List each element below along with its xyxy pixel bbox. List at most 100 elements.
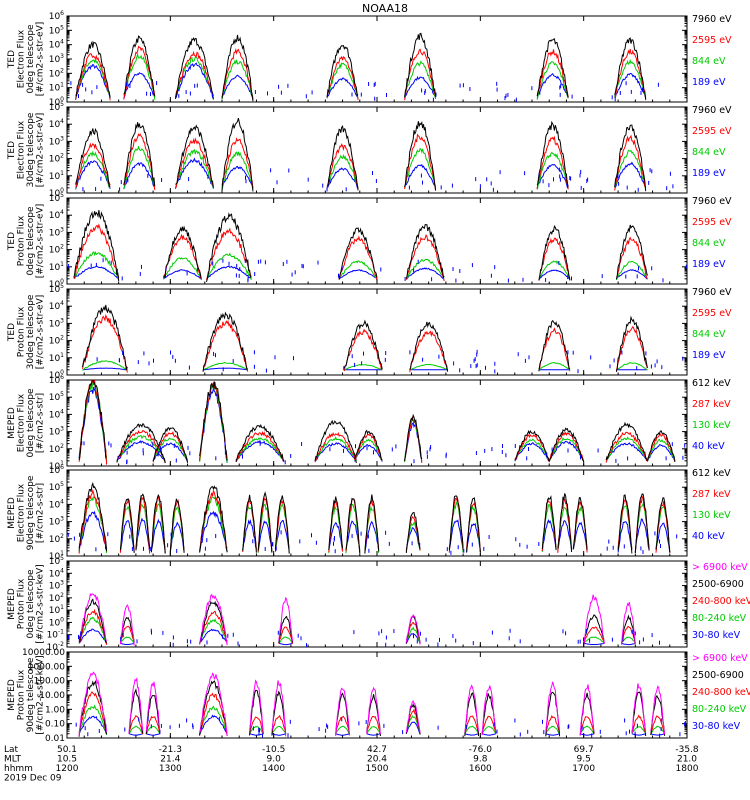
panel-frame — [66, 469, 688, 557]
scatter-point — [517, 352, 519, 357]
scatter-point — [548, 183, 550, 188]
series-curve — [123, 72, 156, 99]
scatter-point — [429, 447, 431, 452]
scatter-point — [121, 276, 123, 281]
scatter-point — [280, 90, 282, 95]
series-curve — [202, 311, 249, 372]
scatter-point — [676, 534, 678, 539]
series-curve — [345, 497, 361, 554]
scatter-point — [570, 176, 572, 181]
scatter-point — [374, 81, 376, 86]
scatter-point — [87, 732, 89, 737]
scatter-point — [580, 185, 582, 190]
scatter-point — [649, 168, 651, 173]
scatter-point — [465, 725, 467, 730]
x-tick-label-mlt: 20.4 — [367, 755, 387, 765]
scatter-point — [656, 359, 658, 364]
scatter-point — [343, 448, 344, 453]
scatter-point — [68, 264, 70, 268]
series-curve — [257, 520, 273, 552]
scatter-point — [258, 727, 260, 732]
y-tick-label: 0.01 — [45, 734, 65, 744]
scatter-point — [108, 441, 110, 446]
scatter-point — [627, 456, 629, 461]
series-curve — [78, 616, 108, 644]
series-curve — [257, 491, 273, 553]
series-curve — [82, 360, 128, 371]
scatter-point — [235, 273, 237, 278]
scatter-point — [562, 629, 564, 634]
legend-entry: 7960 eV — [692, 196, 732, 207]
series-curve — [405, 721, 421, 735]
scatter-point — [354, 362, 356, 367]
y-tick-label: 102 — [49, 153, 64, 165]
x-tick-label-mlt: 9.0 — [267, 755, 282, 765]
scatter-point — [608, 539, 610, 544]
scatter-point — [343, 366, 345, 371]
series-curve — [538, 361, 571, 371]
y-tick-label: 101 — [49, 261, 64, 273]
series-curve — [615, 260, 648, 281]
scatter-point — [615, 458, 617, 463]
y-tick-label: 103 — [49, 135, 64, 147]
series-curve — [621, 642, 636, 646]
series-curve — [278, 596, 294, 642]
panel-data — [82, 304, 684, 374]
series-curve — [175, 137, 214, 188]
series-curve — [145, 725, 161, 734]
scatter-point — [475, 177, 477, 182]
series-curve — [366, 726, 381, 734]
scatter-point — [244, 259, 246, 263]
figure-title: NOAA18 — [362, 2, 408, 15]
series-curve — [221, 74, 254, 99]
series-curve — [583, 614, 605, 645]
series-curve — [583, 594, 605, 646]
series-curve — [152, 431, 189, 463]
scatter-point — [659, 640, 660, 645]
series-curve — [73, 251, 120, 281]
series-curve — [605, 442, 648, 461]
x-tick-label-hhmm: 1400 — [262, 764, 285, 774]
scatter-point — [395, 444, 397, 449]
y-tick-label: 100 — [49, 187, 64, 199]
scatter-point — [325, 728, 327, 733]
x-tick-label-mlt: 9.5 — [577, 755, 591, 765]
series-curve — [345, 520, 361, 551]
scatter-point — [245, 175, 246, 180]
scatter-point — [654, 531, 656, 536]
scatter-point — [127, 178, 129, 183]
series-curve — [175, 124, 214, 188]
scatter-point — [291, 272, 293, 277]
scatter-point — [360, 92, 362, 97]
legend-entry: 30-80 keV — [692, 630, 741, 641]
scatter-point — [657, 536, 659, 541]
scatter-point — [471, 542, 473, 547]
x-tick-label-lat: 50.1 — [57, 745, 77, 755]
scatter-point — [232, 359, 234, 364]
y-tick-label: 10000.00 — [22, 648, 65, 658]
y-tick-label: 104 — [49, 408, 64, 420]
scatter-point — [96, 85, 98, 90]
series-curve — [326, 55, 359, 101]
scatter-point — [672, 184, 674, 189]
scatter-point — [368, 82, 370, 86]
x-tick-label-hhmm: 1200 — [56, 764, 79, 774]
scatter-point — [590, 355, 592, 360]
series-curve — [409, 330, 449, 373]
scatter-point — [212, 93, 213, 98]
series-curve — [572, 521, 588, 550]
legend-entry: 2595 eV — [692, 35, 732, 46]
series-curve — [221, 117, 254, 192]
series-curve — [405, 626, 421, 643]
series-curve — [328, 496, 344, 551]
scatter-point — [413, 268, 415, 273]
scatter-point — [651, 266, 653, 271]
scatter-point — [122, 633, 124, 638]
x-tick-label-mlt: 10.5 — [57, 755, 77, 765]
series-curve — [538, 319, 571, 372]
scatter-point — [275, 546, 277, 551]
scatter-point — [597, 448, 599, 453]
series-curve — [271, 725, 287, 734]
